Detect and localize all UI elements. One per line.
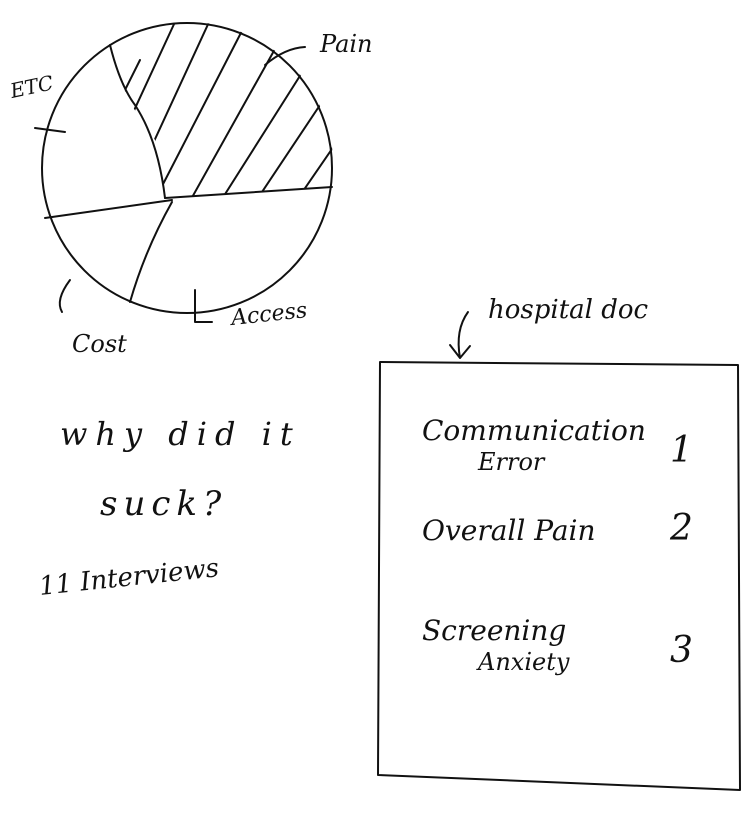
item-rank: 2	[669, 508, 693, 549]
item-label: Error	[477, 448, 546, 476]
slice-divider	[44, 199, 173, 219]
slice-divider	[109, 44, 166, 199]
document-outline	[377, 361, 741, 791]
item-label: Overall Pain	[422, 514, 596, 547]
pointer	[264, 46, 306, 66]
pointer	[58, 279, 71, 313]
question-line: why did it	[60, 415, 301, 453]
arrow	[449, 311, 471, 359]
slice-divider	[164, 186, 333, 199]
pie-label: Pain	[319, 30, 373, 58]
item-rank: 3	[670, 630, 693, 671]
slice-divider	[129, 201, 173, 303]
pie-label: Cost	[72, 330, 127, 358]
pointer	[194, 289, 213, 323]
item-rank: 1	[670, 430, 693, 471]
pain-hatching	[114, 21, 334, 198]
item-label: Anxiety	[476, 648, 570, 676]
pointer	[34, 127, 66, 133]
item-label: Communication	[422, 414, 646, 447]
pie-outline	[41, 22, 333, 314]
interviews-note: 11 Interviews	[38, 553, 221, 602]
question-line: suck?	[100, 484, 227, 524]
pie-label: ETC	[7, 70, 55, 103]
item-label: Screening	[422, 614, 566, 647]
document-label: hospital doc	[488, 295, 649, 325]
